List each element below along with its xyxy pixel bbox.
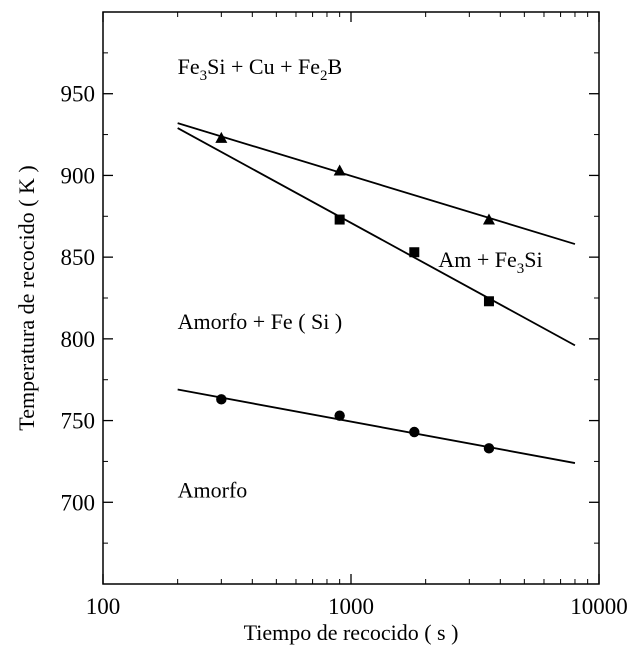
x-tick-label: 10000 [570,594,628,619]
triangle-marker [215,131,228,143]
square-marker [334,214,345,225]
y-tick-label: 900 [61,163,96,188]
y-axis-title: Temperatura de recocido ( K ) [14,165,39,430]
y-tick-label: 850 [61,245,96,270]
circle-marker [334,410,345,421]
square-marker [409,247,420,258]
square-fit-line [177,127,576,347]
circle-marker [483,443,495,454]
y-tick-label: 700 [61,490,96,515]
region-label-amorfo-fe-si: Amorfo + Fe ( Si ) [178,309,343,334]
square-marker [483,296,494,307]
circle-fit-line [177,388,576,464]
triangle-marker [482,213,495,225]
y-tick-label: 750 [61,409,96,434]
x-tick-label: 1000 [328,594,374,619]
circle-marker [216,394,227,405]
tick-labels: 100 1000 10000 700 750 800 850 900 950 [61,82,628,619]
axis-ticks [102,12,600,584]
data-markers [215,131,495,454]
region-labels: Fe3Si + Cu + Fe2B Am + Fe3Si Amorfo + Fe (… [178,54,543,502]
y-tick-label: 800 [61,327,96,352]
x-tick-label: 100 [86,594,121,619]
circle-marker [409,426,420,438]
region-label-amorfo: Amorfo [178,477,248,502]
region-label-fe3si-cu-fe2b: Fe3Si + Cu + Fe2B [178,54,343,84]
y-tick-label: 950 [61,82,96,107]
region-label-am-fe3si: Am + Fe3Si [438,247,542,277]
triangle-marker [333,164,346,176]
x-axis-title: Tiempo de recocido ( s ) [244,620,459,645]
triangle-fit-line [177,122,576,245]
fit-lines [177,122,576,464]
